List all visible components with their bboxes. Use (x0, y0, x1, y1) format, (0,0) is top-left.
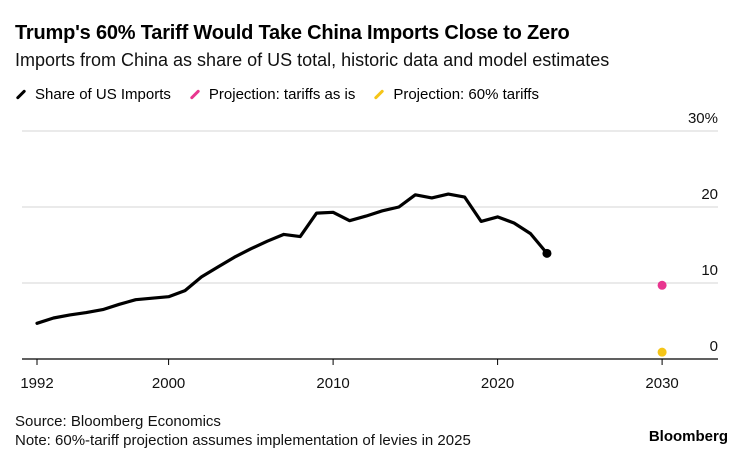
x-tick-labels: 1992 2000 2010 2020 2030 (20, 359, 679, 392)
x-tick-label-1992: 1992 (20, 375, 53, 392)
footer: Source: Bloomberg Economics Note: 60%-ta… (15, 412, 471, 450)
y-tick-label-10: 10 (701, 262, 718, 279)
y-tick-label-20: 20 (701, 186, 718, 203)
legend-item-tariffs-as-is: Projection: tariffs as is (189, 86, 355, 103)
x-tick-label-2030: 2030 (645, 375, 678, 392)
series-endpoint-2023 (542, 248, 552, 258)
source-note: Source: Bloomberg Economics (15, 413, 221, 430)
series-layer (35, 192, 667, 357)
legend-label-tariffs-as-is: Projection: tariffs as is (208, 86, 356, 103)
x-tick-label-2010: 2010 (316, 375, 349, 392)
chart-subtitle: Imports from China as share of US total,… (15, 50, 610, 70)
x-tick-label-2000: 2000 (152, 375, 185, 392)
y-tick-labels: 0 10 20 30% (688, 110, 718, 355)
legend-label-share: Share of US Imports (35, 86, 171, 103)
y-tick-label-0: 0 (710, 338, 718, 355)
series-line-share-of-us-imports (35, 192, 549, 325)
projection-point-tariffs-as-is (657, 280, 667, 290)
legend: Share of US Imports Projection: tariffs … (15, 86, 557, 103)
legend-item-60-tariffs: Projection: 60% tariffs (373, 86, 539, 103)
legend-label-60-tariffs: Projection: 60% tariffs (393, 86, 539, 103)
legend-item-share: Share of US Imports (15, 86, 171, 103)
chart-title: Trump's 60% Tariff Would Take China Impo… (15, 22, 570, 44)
methodology-note: Note: 60%-tariff projection assumes impl… (15, 432, 471, 449)
gridlines (22, 130, 718, 360)
x-tick-label-2020: 2020 (481, 375, 514, 392)
bloomberg-logo: Bloomberg (648, 428, 728, 445)
projection-point-60-tariffs (657, 347, 667, 357)
y-tick-label-30: 30% (688, 110, 718, 127)
